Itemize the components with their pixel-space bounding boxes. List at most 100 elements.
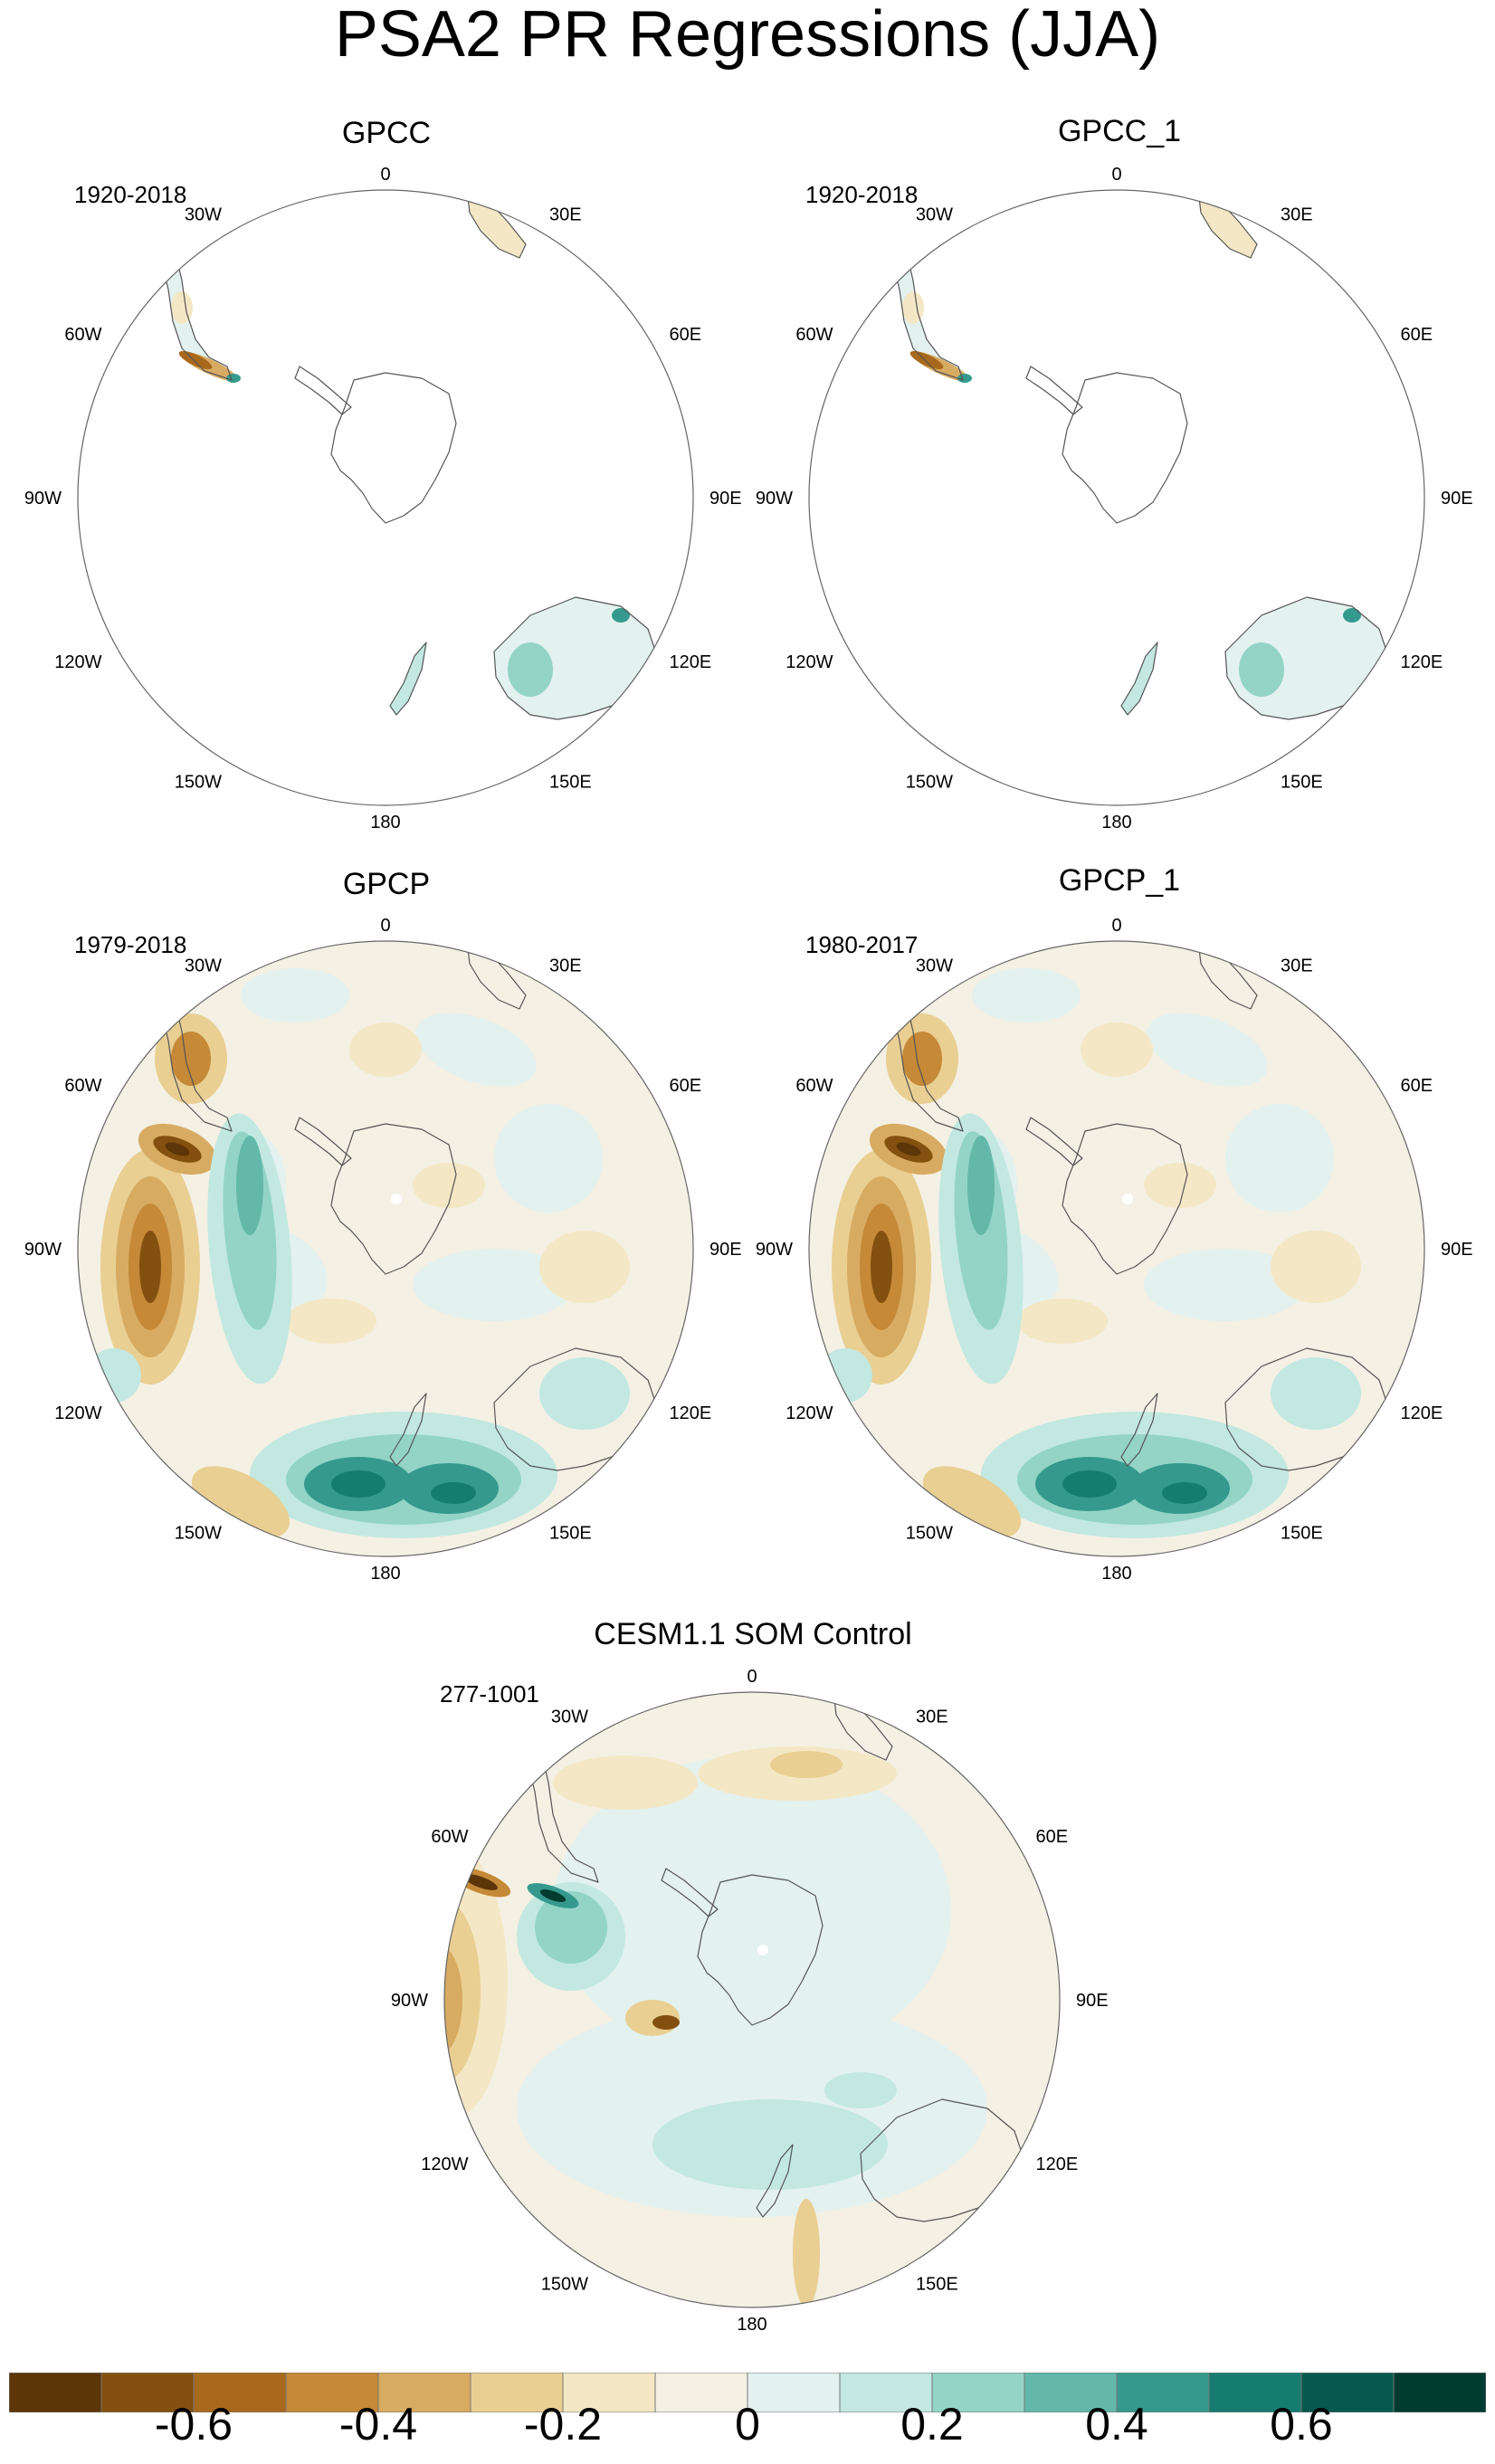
contour-patch bbox=[463, 1874, 498, 1890]
panel-title-gpcp: GPCP bbox=[342, 867, 431, 901]
contour-patch bbox=[171, 1032, 211, 1086]
field-background bbox=[78, 941, 693, 1556]
longitude-label: 150W bbox=[906, 1524, 953, 1544]
contour-patch bbox=[652, 2015, 680, 2030]
longitude-label: 150E bbox=[549, 773, 592, 793]
contour-patch bbox=[494, 1104, 603, 1213]
longitude-label: 60E bbox=[670, 1076, 702, 1096]
panel-title-gpcc-1: GPCC_1 bbox=[1057, 114, 1182, 148]
colorbar-tick-label: 0.4 bbox=[1085, 2399, 1148, 2450]
contour-patch bbox=[508, 642, 553, 697]
contour-patch bbox=[161, 253, 176, 271]
longitude-label: 180 bbox=[370, 1564, 400, 1584]
contour-patch bbox=[967, 1136, 995, 1235]
new-zealand-coastline bbox=[756, 2144, 794, 2218]
colorbar-tick-label: -0.6 bbox=[154, 2399, 233, 2450]
colorbar-tick-label: 0.6 bbox=[1270, 2399, 1333, 2450]
map-boundary bbox=[808, 940, 1425, 1557]
field-background bbox=[809, 941, 1424, 1556]
longitude-label: 180 bbox=[737, 2315, 767, 2335]
new-zealand-coastline bbox=[1120, 642, 1158, 716]
contour-patch bbox=[909, 350, 944, 370]
contour-patch bbox=[652, 2099, 888, 2190]
peninsula-coastline bbox=[294, 1117, 352, 1166]
antarctica-coastline bbox=[1062, 1123, 1188, 1275]
colorbar-swatch bbox=[1116, 2373, 1210, 2412]
longitude-label: 120W bbox=[421, 2155, 468, 2174]
contour-patch bbox=[1343, 608, 1361, 623]
longitude-label: 150E bbox=[916, 2275, 958, 2295]
longitude-label: 180 bbox=[370, 813, 400, 832]
longitude-label: 90E bbox=[709, 1240, 742, 1260]
panel-title-gpcc: GPCC bbox=[341, 116, 432, 150]
longitude-label: 90E bbox=[1441, 489, 1473, 509]
longitude-label: 120W bbox=[786, 1403, 833, 1423]
contour-patch bbox=[413, 1163, 485, 1208]
longitude-label: 150W bbox=[541, 2275, 588, 2295]
colorbar-swatch bbox=[377, 2373, 471, 2412]
longitude-label: 0 bbox=[1111, 916, 1121, 936]
contour-patch bbox=[902, 1032, 942, 1086]
longitude-label: 30W bbox=[916, 205, 953, 224]
longitude-label: 90E bbox=[1441, 1240, 1473, 1260]
land-field-africa bbox=[1198, 190, 1257, 258]
figure-title: PSA2 PR Regressions (JJA) bbox=[334, 0, 1161, 71]
map-boundary bbox=[77, 189, 694, 806]
contour-patch bbox=[539, 1357, 630, 1430]
peninsula-coastline bbox=[1025, 1117, 1083, 1166]
contour-patch bbox=[824, 2072, 897, 2108]
colorbar-swatch bbox=[1024, 2373, 1118, 2412]
contour-patch bbox=[612, 608, 630, 623]
longitude-label: 150W bbox=[175, 1524, 222, 1544]
polar-map-gpcc-1: 0 30E 60E 90E 120E 150E 180 150W 120W 90W 60W 30W bbox=[756, 165, 1473, 832]
longitude-label: 90W bbox=[756, 1240, 793, 1260]
panel-title-gpcp-1: GPCP_1 bbox=[1058, 863, 1181, 898]
contour-patch bbox=[539, 1889, 567, 1902]
antarctica-coastline bbox=[330, 1123, 457, 1275]
pole-hole bbox=[391, 1194, 402, 1204]
longitude-label: 30E bbox=[549, 205, 582, 224]
colorbar-swatch bbox=[654, 2373, 748, 2412]
panel-title-cesm: CESM1.1 SOM Control bbox=[594, 1617, 912, 1651]
contour-patch bbox=[1017, 1299, 1108, 1344]
longitude-label: 60E bbox=[670, 325, 702, 345]
panel-period-gpcc: 1920-2018 bbox=[74, 181, 187, 208]
colorbar-tick-label: -0.2 bbox=[523, 2399, 603, 2450]
longitude-label: 30E bbox=[1281, 205, 1313, 224]
longitude-label: 150W bbox=[906, 773, 953, 793]
contour-patch bbox=[553, 1755, 698, 1810]
contour-patch bbox=[431, 1482, 476, 1504]
antarctica-coastline bbox=[697, 1874, 824, 2026]
contour-patch bbox=[553, 1755, 951, 2063]
longitude-label: 0 bbox=[380, 916, 390, 936]
panel-period-gpcp: 1979-2018 bbox=[74, 931, 187, 958]
longitude-label: 120E bbox=[1401, 652, 1443, 672]
longitude-label: 30W bbox=[185, 205, 222, 224]
longitude-label: 60W bbox=[795, 1076, 833, 1096]
pole-hole bbox=[1122, 1194, 1133, 1204]
contour-patch bbox=[892, 253, 907, 271]
contour-patch bbox=[922, 1466, 1022, 1538]
contour-patch bbox=[444, 1900, 481, 2081]
contour-patch bbox=[972, 968, 1081, 1023]
longitude-label: 60W bbox=[431, 1827, 468, 1847]
contour-patch bbox=[902, 291, 924, 324]
contour-patch bbox=[171, 291, 193, 324]
panel-period-gpcp-1: 1980-2017 bbox=[805, 931, 919, 958]
peninsula-coastline bbox=[661, 1868, 719, 1917]
contour-patch bbox=[165, 1142, 190, 1156]
contour-patch bbox=[415, 1013, 537, 1087]
polar-map-gpcc: 0 30E 60E 90E 120E 150E 180 150W 120W 90W 60W 30W bbox=[24, 165, 742, 832]
contour-patch bbox=[226, 374, 241, 383]
longitude-label: 90E bbox=[1076, 1991, 1109, 2011]
contour-patch bbox=[241, 968, 349, 1023]
longitude-label: 120E bbox=[670, 1403, 712, 1423]
colorbar bbox=[9, 2373, 1486, 2412]
peninsula-coastline bbox=[1025, 366, 1083, 415]
longitude-label: 150E bbox=[549, 1524, 592, 1544]
polar-map-cesm: 0 30E 60E 90E 120E 150E 180 150W 120W 90W 60W 30W bbox=[391, 1667, 1109, 2335]
land-field-new-zealand bbox=[1121, 642, 1157, 715]
longitude-label: 0 bbox=[380, 165, 390, 185]
longitude-label: 30W bbox=[185, 956, 222, 975]
contour-patch bbox=[286, 1299, 376, 1344]
